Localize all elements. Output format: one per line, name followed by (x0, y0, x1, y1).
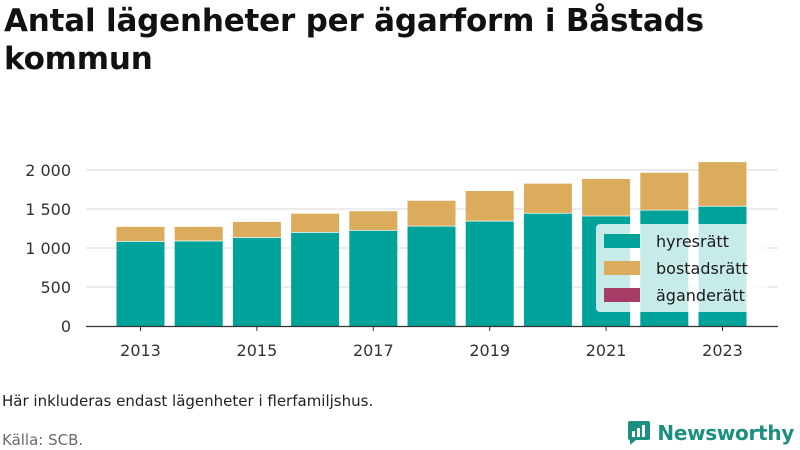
legend: hyresrätt bostadsrätt äganderätt (596, 224, 767, 312)
bar-hyresratt (291, 232, 340, 326)
legend-swatch-aganderatt (604, 288, 640, 302)
chart-source: Källa: SCB. (2, 431, 84, 449)
legend-item-bostadsratt: bostadsrätt (604, 257, 748, 279)
x-tick-label: 2019 (469, 341, 510, 360)
newsworthy-logo-icon (628, 421, 651, 445)
y-axis-tick-labels: 0 500 1 000 1 500 2 000 (25, 161, 71, 336)
legend-label-aganderatt: äganderätt (656, 285, 745, 305)
legend-item-aganderatt: äganderätt (604, 284, 745, 306)
y-tick-label: 0 (61, 317, 71, 336)
bar-hyresratt (116, 240, 165, 326)
bar-hyresratt (523, 212, 572, 326)
chart-note: Här inkluderas endast lägenheter i flerf… (2, 392, 374, 410)
bar-bostadsratt (407, 200, 456, 226)
bar-bostadsratt (465, 190, 514, 221)
bar-hyresratt (232, 237, 281, 326)
y-tick-label: 1 000 (25, 239, 71, 258)
bar-bostadsratt (349, 210, 398, 231)
legend-swatch-bostadsratt (604, 261, 640, 275)
brand: Newsworthy (627, 420, 794, 446)
brand-name: Newsworthy (657, 421, 794, 445)
x-tick-label: 2015 (237, 341, 278, 360)
chart-title: Antal lägenheter per ägarform i Båstads … (4, 3, 704, 77)
bar-bostadsratt (582, 178, 631, 216)
legend-swatch-hyresratt (604, 234, 640, 248)
bar-bostadsratt (698, 161, 747, 206)
legend-item-hyresratt: hyresrätt (604, 230, 729, 252)
x-tick-label: 2023 (702, 341, 743, 360)
x-axis-tick-labels: 2013 2015 2017 2019 2021 2023 (120, 326, 743, 360)
y-tick-label: 500 (40, 278, 71, 297)
legend-label-bostadsratt: bostadsrätt (656, 258, 748, 278)
legend-label-hyresratt: hyresrätt (656, 231, 729, 251)
bar-bostadsratt (232, 221, 281, 238)
y-tick-label: 2 000 (25, 161, 71, 180)
bar-bostadsratt (291, 212, 340, 233)
bar-bostadsratt (640, 171, 689, 210)
x-tick-label: 2013 (120, 341, 161, 360)
x-tick-label: 2021 (586, 341, 627, 360)
bar-hyresratt (349, 230, 398, 326)
y-tick-label: 1 500 (25, 200, 71, 219)
bar-bostadsratt (174, 226, 223, 241)
bar-hyresratt (465, 220, 514, 326)
bar-bostadsratt (523, 182, 572, 213)
bar-hyresratt (407, 225, 456, 326)
bar-hyresratt (174, 240, 223, 326)
bar-bostadsratt (116, 226, 165, 241)
x-tick-label: 2017 (353, 341, 394, 360)
